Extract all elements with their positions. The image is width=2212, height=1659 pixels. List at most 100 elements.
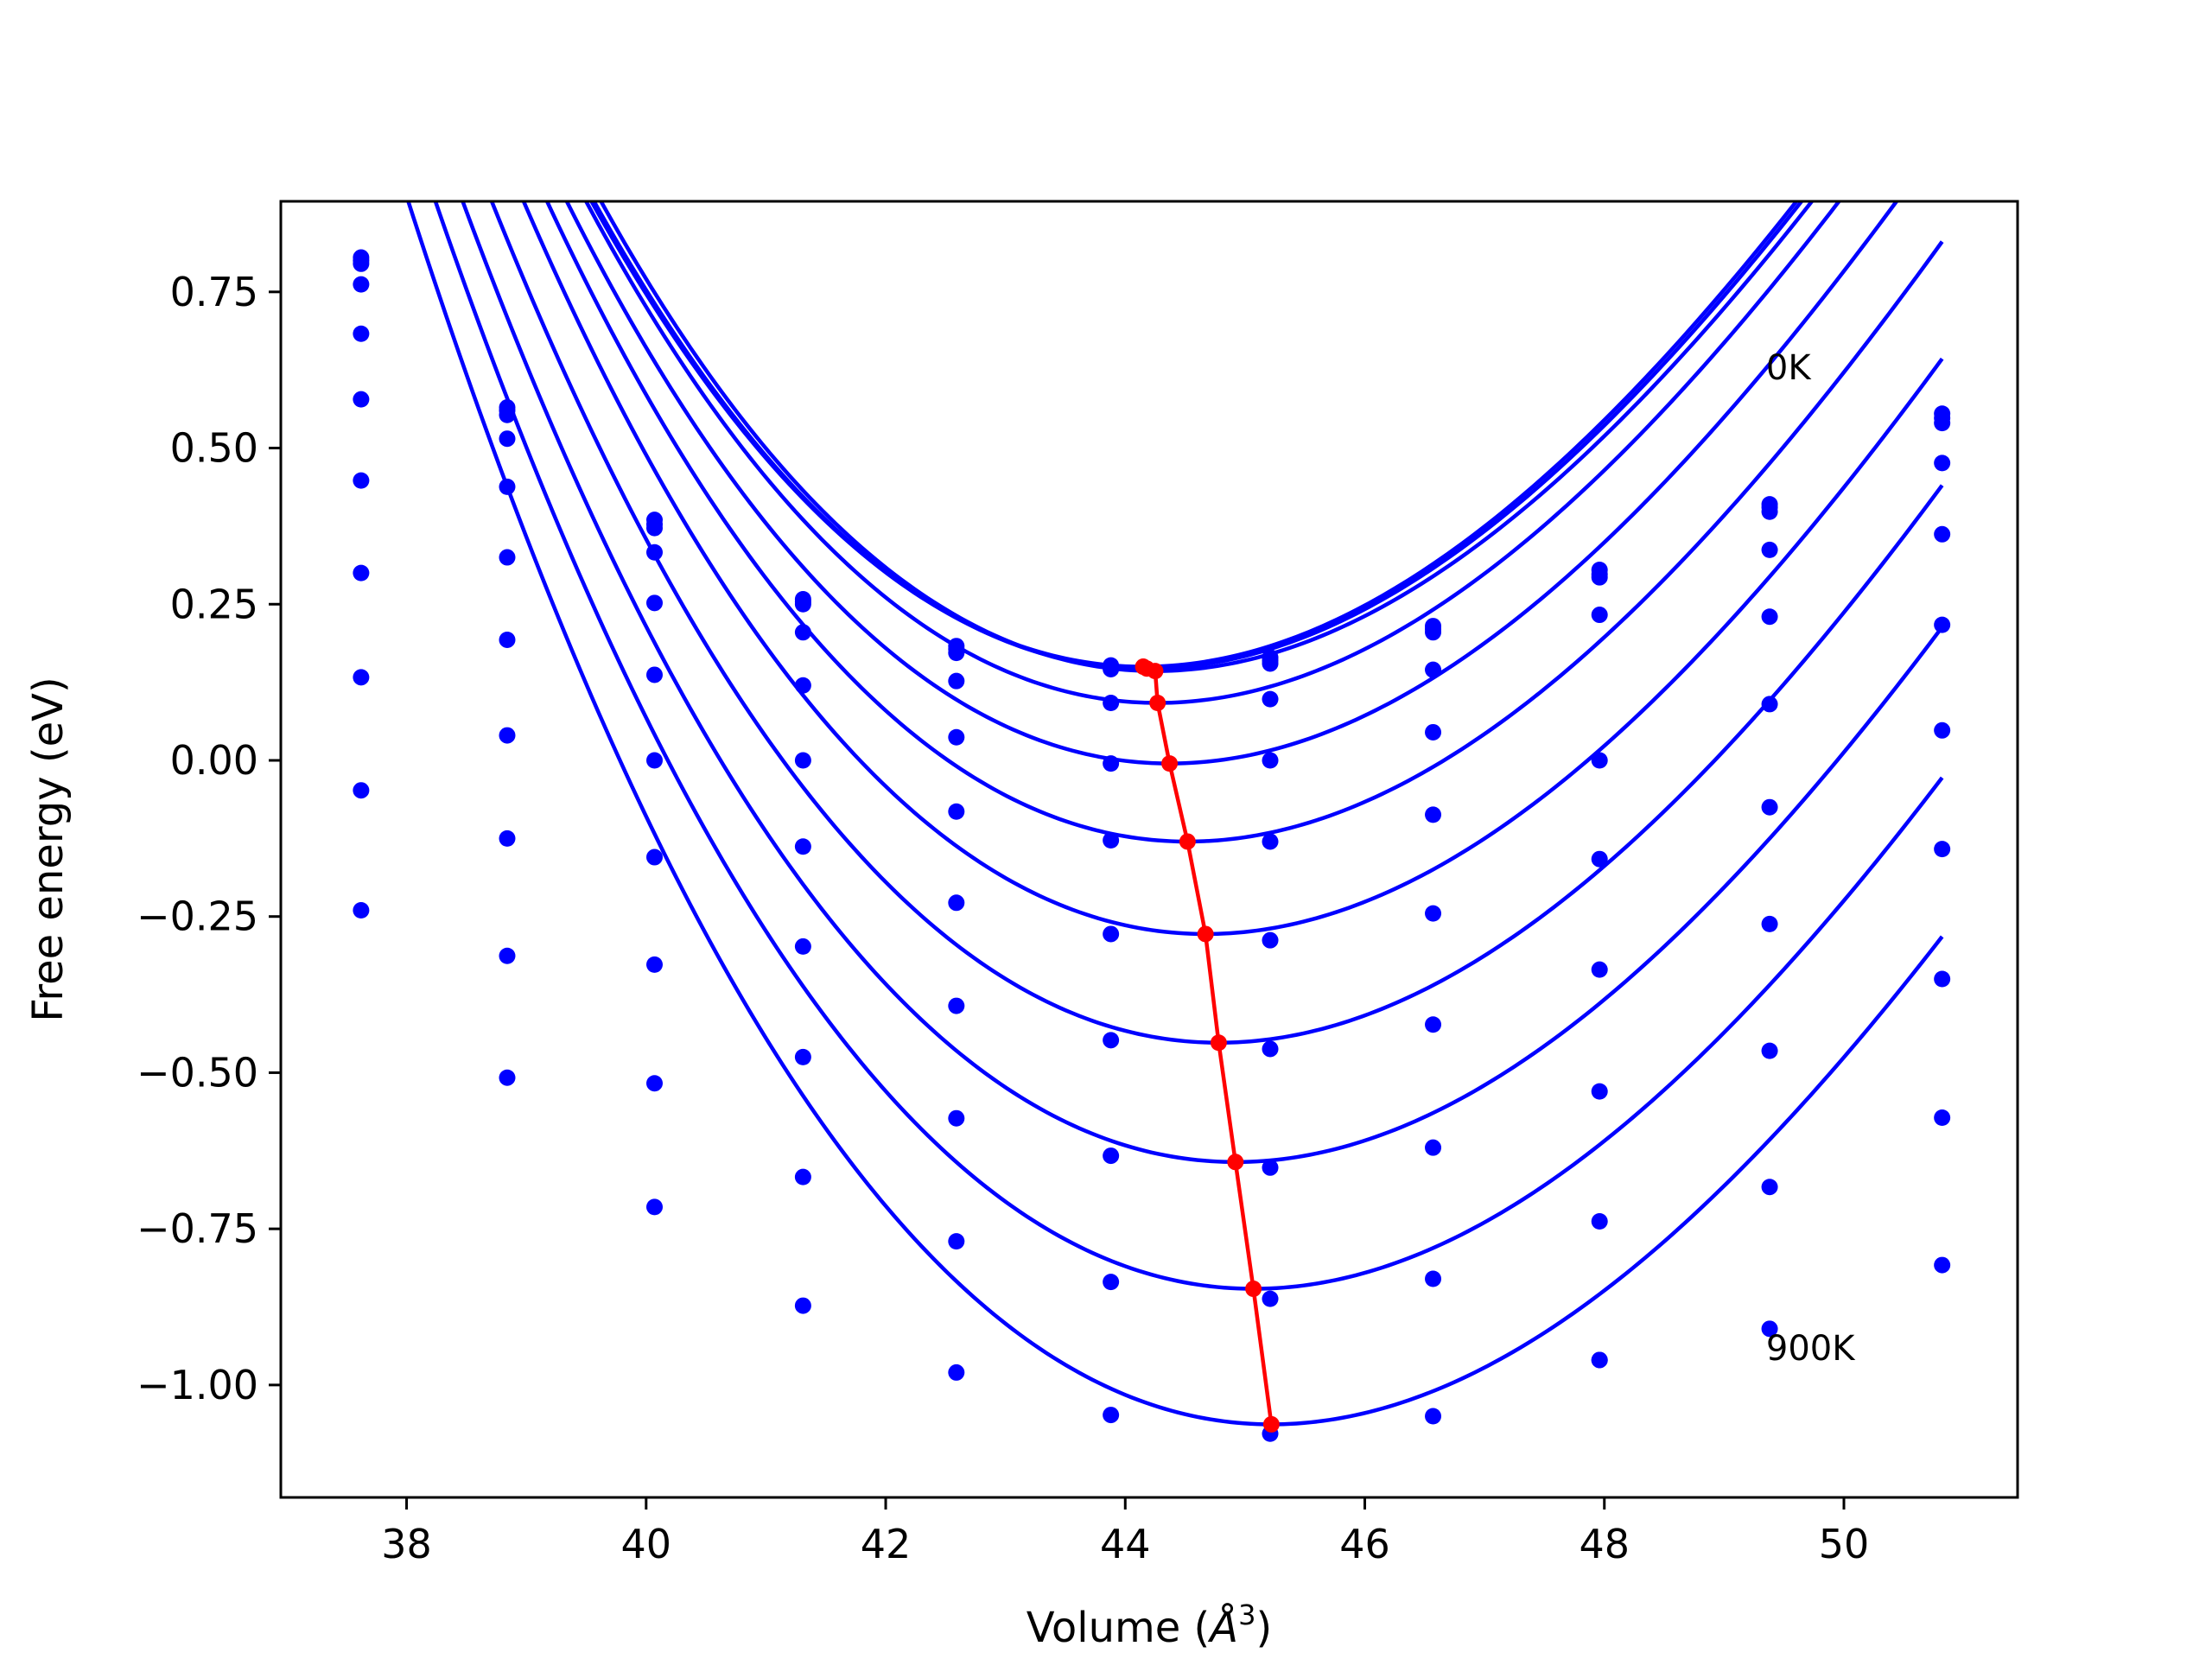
fit-curve-4 [564,201,1899,766]
data-point-3-10 [1934,454,1951,472]
data-point-5-2 [646,666,663,683]
data-point-7-0 [353,564,370,582]
data-point-2-1 [499,406,516,423]
data-point-6-5 [1103,925,1120,943]
data-point-2-3 [794,595,811,613]
data-point-10-0 [353,901,370,918]
data-point-3-6 [1262,690,1279,708]
x-tick-label-6: 50 [1819,1521,1870,1567]
data-point-10-1 [499,1069,516,1086]
data-point-9-4 [948,1233,965,1250]
data-point-2-4 [948,645,965,662]
minimum-point-9 [1245,1281,1262,1298]
data-point-5-5 [1103,832,1120,849]
data-point-7-8 [1591,1083,1608,1100]
minimum-point-10 [1262,1415,1280,1433]
data-point-8-8 [1591,1212,1608,1230]
annotation-0k: 0K [1766,348,1812,388]
data-point-6-4 [948,894,965,912]
data-point-10-7 [1425,1408,1442,1425]
fit-curve-8 [461,201,1944,1165]
data-point-9-1 [499,947,516,964]
data-point-8-5 [1103,1147,1120,1165]
data-point-8-9 [1761,1042,1778,1059]
data-point-3-0 [353,276,370,293]
data-point-9-5 [1103,1274,1120,1291]
data-point-3-8 [1591,607,1608,624]
x-tick-label-5: 48 [1579,1521,1630,1567]
data-point-5-8 [1591,850,1608,868]
data-point-6-9 [1761,798,1778,816]
data-point-3-4 [948,672,965,690]
data-point-4-2 [646,594,663,612]
data-point-7-9 [1761,915,1778,932]
data-point-6-0 [353,472,370,489]
data-point-4-9 [1761,608,1778,626]
data-point-6-3 [794,838,811,855]
annotation-900k: 900K [1766,1329,1856,1369]
data-point-5-4 [948,803,965,820]
minimum-point-6 [1197,925,1214,943]
data-point-8-2 [646,956,663,973]
data-point-6-1 [499,631,516,648]
data-point-10-10 [1934,1256,1951,1274]
minimum-point-3 [1149,694,1166,711]
y-tick-label-4: −0.25 [137,893,258,940]
data-point-3-3 [794,624,811,641]
data-point-10-8 [1591,1351,1608,1369]
y-tick-label-7: −1.00 [137,1362,258,1408]
data-point-8-1 [499,830,516,847]
y-tick-label-0: 0.75 [170,269,258,315]
data-point-8-3 [794,1048,811,1065]
data-point-2-8 [1591,569,1608,586]
data-point-4-8 [1591,752,1608,769]
data-point-2-9 [1761,503,1778,520]
data-point-9-7 [1425,1270,1442,1287]
data-point-3-9 [1761,541,1778,558]
data-point-2-6 [1262,655,1279,672]
series-points [353,249,1951,1442]
minimum-point-8 [1227,1154,1244,1171]
x-axis-ticks: 38 40 42 44 46 48 50 [381,1497,1869,1567]
data-point-9-2 [646,1075,663,1092]
data-point-4-7 [1425,723,1442,741]
y-tick-label-2: 0.25 [170,581,258,627]
data-point-3-7 [1425,661,1442,678]
minima-series [1135,658,1280,1433]
data-point-7-1 [499,727,516,744]
data-point-9-3 [794,1168,811,1185]
data-point-3-2 [646,543,663,561]
data-point-8-0 [353,669,370,686]
data-point-5-9 [1761,696,1778,713]
y-tick-label-6: −0.75 [137,1205,258,1252]
data-point-4-6 [1262,752,1279,769]
data-point-10-5 [1103,1407,1120,1424]
x-tick-label-4: 46 [1339,1521,1390,1567]
data-point-5-10 [1934,616,1951,633]
data-point-7-5 [1103,1032,1120,1049]
data-point-2-7 [1425,624,1442,641]
fit-curve-9 [433,201,1944,1291]
data-point-5-1 [499,549,516,566]
y-tick-label-5: −0.50 [137,1049,258,1096]
x-tick-label-2: 42 [861,1521,912,1567]
data-point-8-10 [1934,970,1951,988]
fit-curve-7 [489,201,1944,1045]
data-point-3-5 [1103,694,1120,711]
data-point-4-10 [1934,525,1951,543]
data-point-5-7 [1425,806,1442,823]
data-point-6-10 [1934,721,1951,739]
data-point-5-6 [1262,833,1279,850]
data-point-6-6 [1262,931,1279,949]
data-point-5-0 [353,391,370,408]
data-point-6-2 [646,752,663,769]
fit-curve-10 [406,201,1944,1427]
plot-frame [279,200,2019,1499]
data-point-9-6 [1262,1290,1279,1307]
data-point-7-2 [646,849,663,866]
minimum-point-4 [1161,755,1179,772]
minimum-point-2 [1147,663,1164,680]
y-tick-label-1: 0.50 [170,425,258,472]
